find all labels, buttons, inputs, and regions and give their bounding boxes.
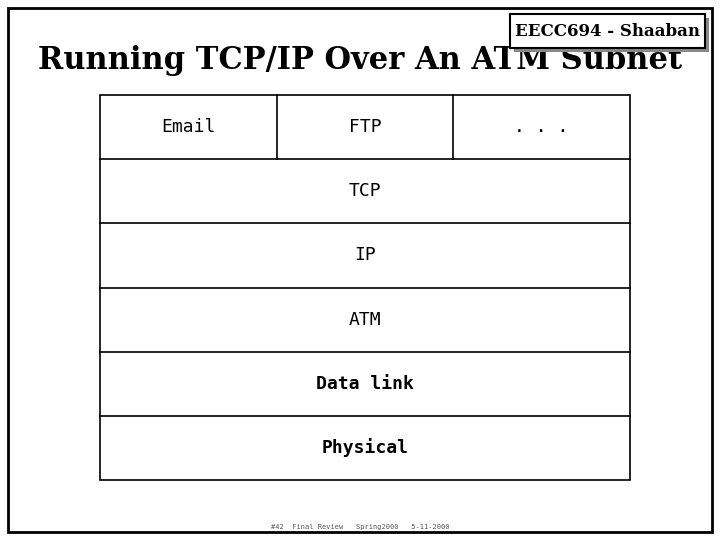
Bar xyxy=(510,14,705,48)
Text: . . .: . . . xyxy=(515,118,569,136)
Text: TCP: TCP xyxy=(348,183,382,200)
Text: IP: IP xyxy=(354,246,376,265)
Text: Physical: Physical xyxy=(322,438,408,457)
Bar xyxy=(514,18,709,52)
Text: ATM: ATM xyxy=(348,310,382,328)
Bar xyxy=(100,95,630,480)
Text: Running TCP/IP Over An ATM Subnet: Running TCP/IP Over An ATM Subnet xyxy=(38,44,682,76)
Text: Email: Email xyxy=(161,118,215,136)
Text: FTP: FTP xyxy=(348,118,382,136)
Text: Data link: Data link xyxy=(316,375,414,393)
Text: EECC694 - Shaaban: EECC694 - Shaaban xyxy=(515,23,700,39)
Text: #42  Final Review   Spring2000   5-11-2000: #42 Final Review Spring2000 5-11-2000 xyxy=(271,524,449,530)
